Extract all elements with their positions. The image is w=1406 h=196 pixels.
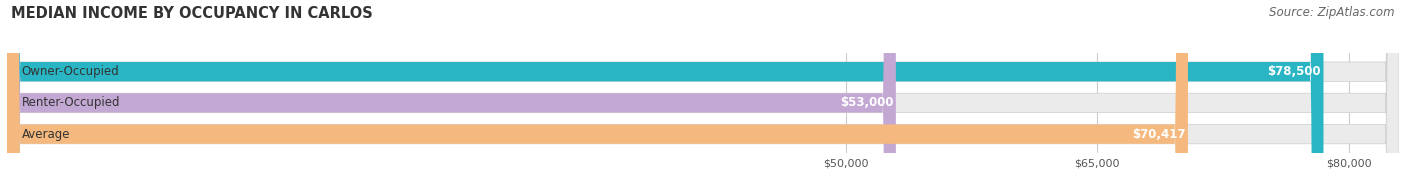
Text: Average: Average [21,128,70,141]
FancyBboxPatch shape [7,0,1399,196]
Text: Owner-Occupied: Owner-Occupied [21,65,120,78]
FancyBboxPatch shape [7,0,1399,196]
FancyBboxPatch shape [7,0,896,196]
FancyBboxPatch shape [7,0,1188,196]
FancyBboxPatch shape [7,0,1399,196]
Text: $53,000: $53,000 [839,96,893,109]
Text: Source: ZipAtlas.com: Source: ZipAtlas.com [1270,6,1395,19]
Text: Renter-Occupied: Renter-Occupied [21,96,121,109]
FancyBboxPatch shape [7,0,1323,196]
Text: $78,500: $78,500 [1267,65,1320,78]
Text: MEDIAN INCOME BY OCCUPANCY IN CARLOS: MEDIAN INCOME BY OCCUPANCY IN CARLOS [11,6,373,21]
Text: $70,417: $70,417 [1132,128,1185,141]
